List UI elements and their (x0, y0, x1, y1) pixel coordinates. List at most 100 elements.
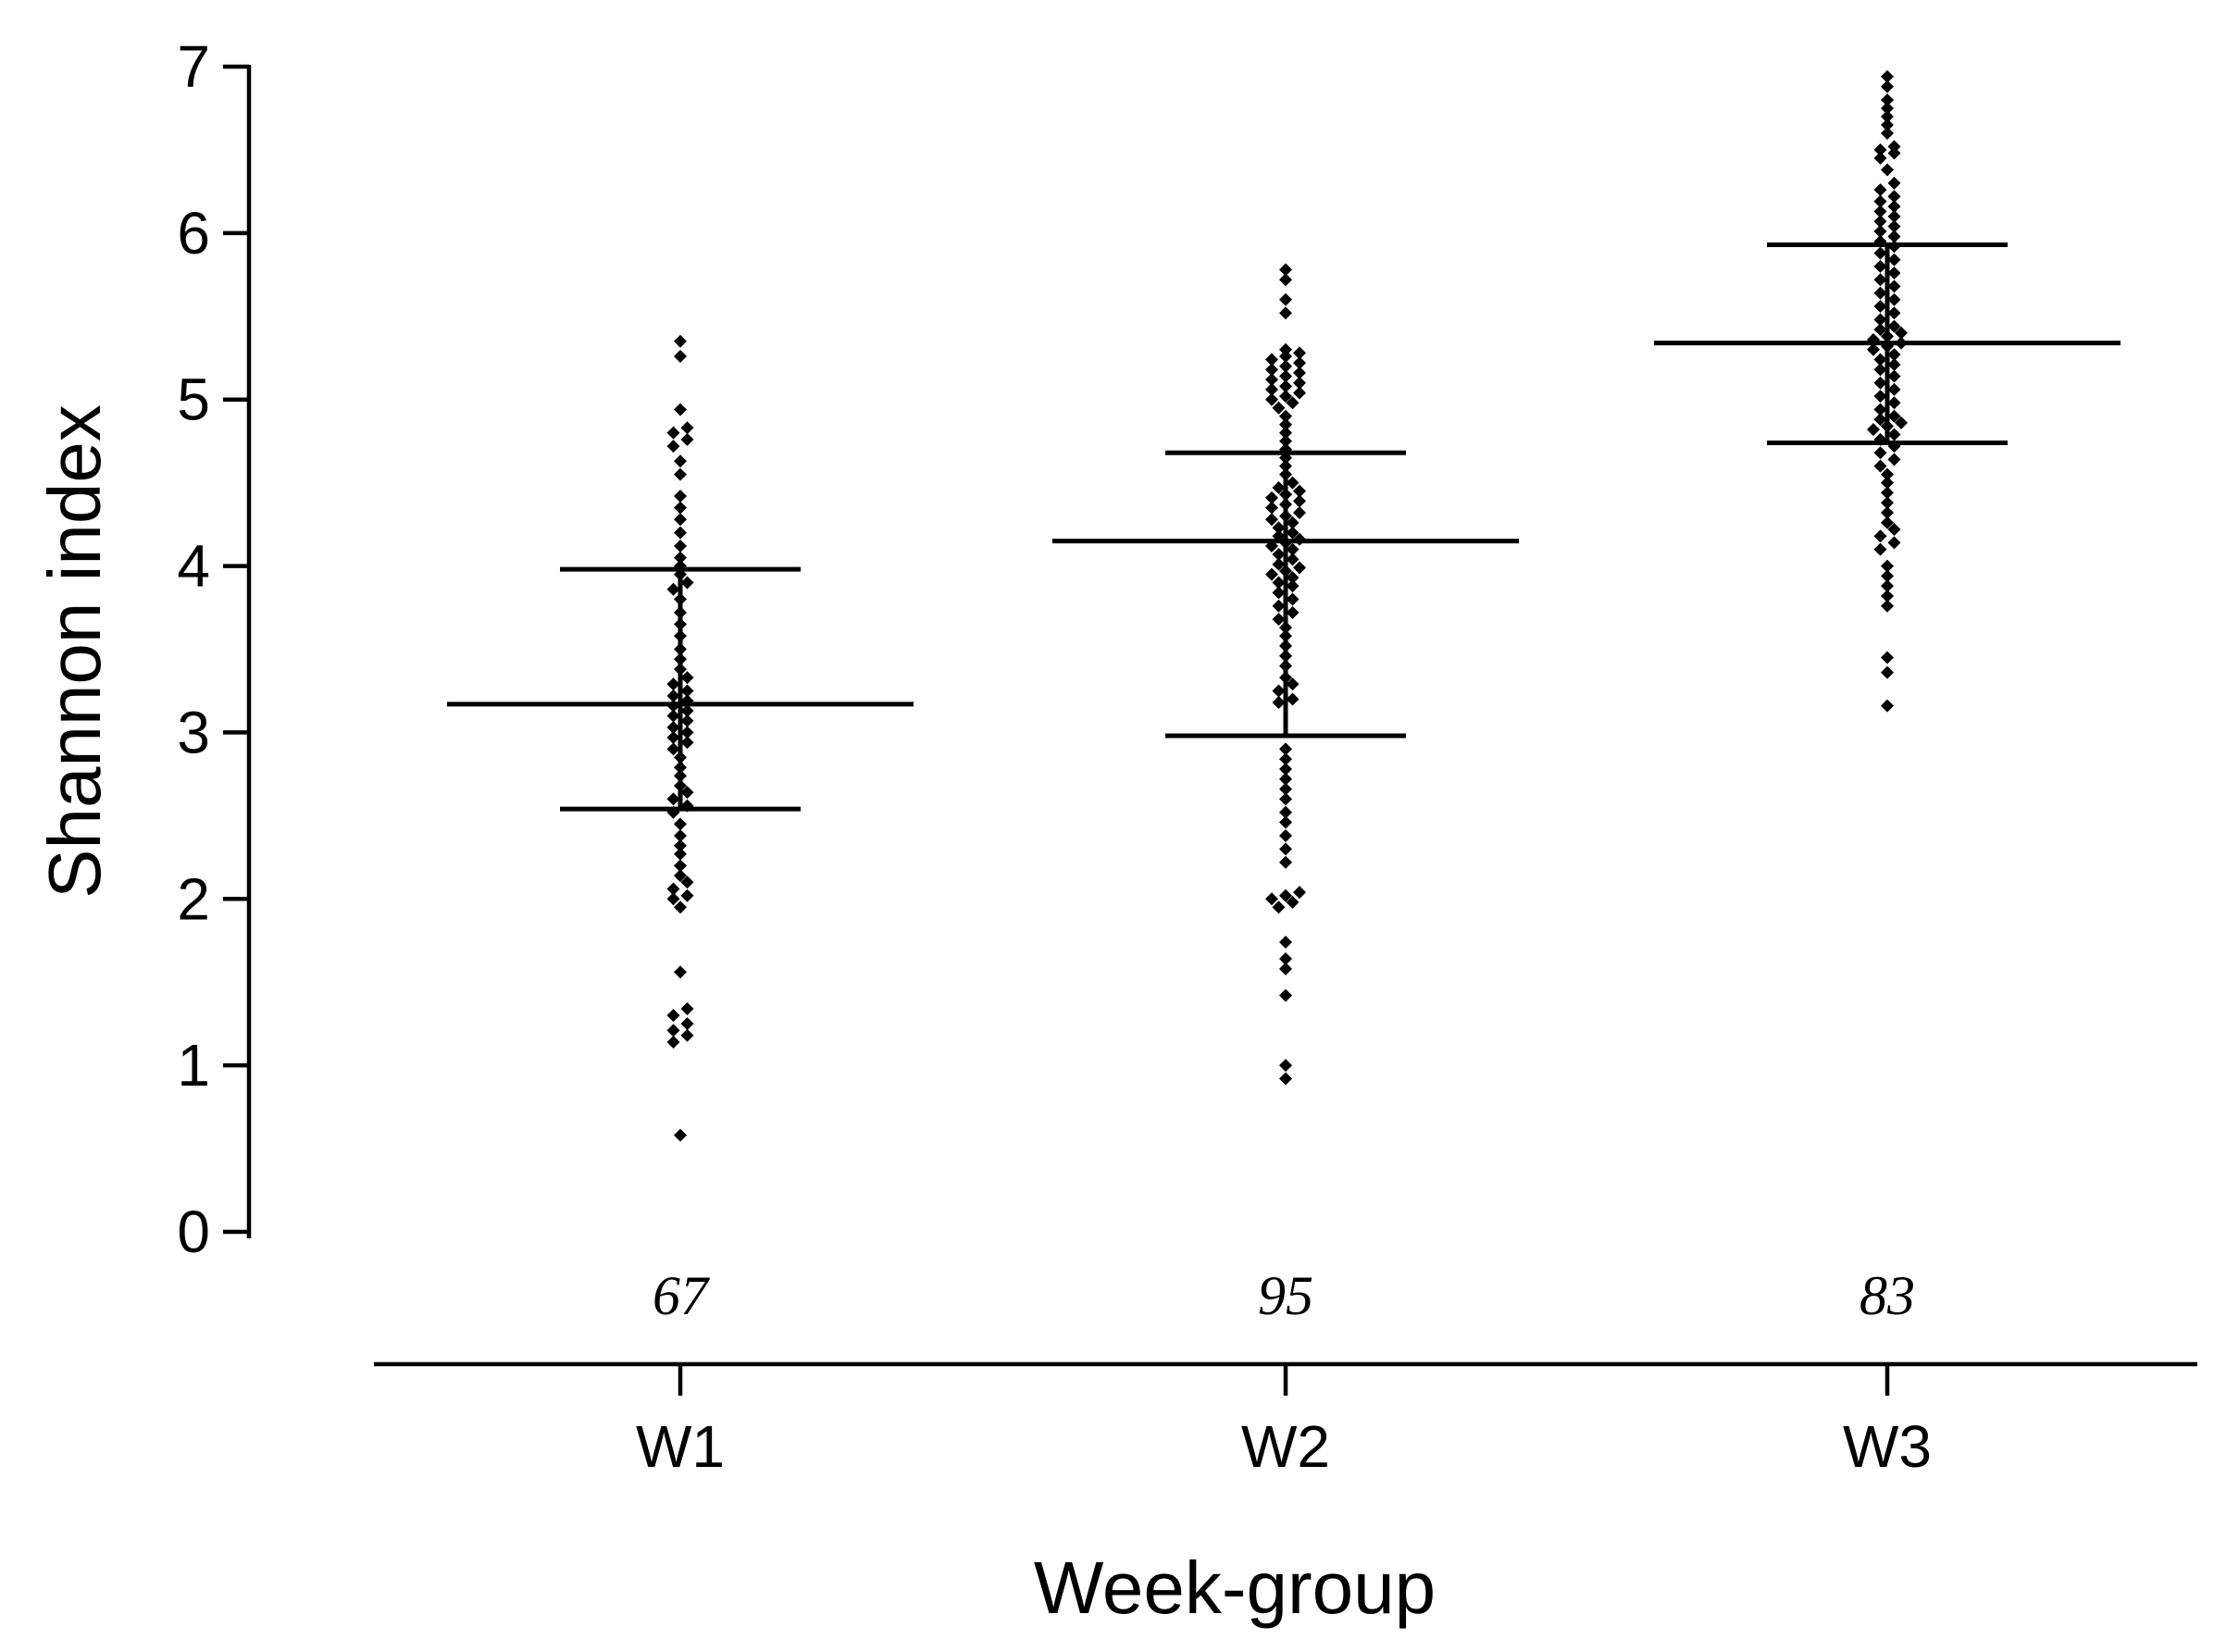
point-W3 (1873, 151, 1887, 165)
point-W2 (1279, 564, 1292, 578)
point-W2 (1265, 501, 1278, 515)
point-W3 (1881, 589, 1894, 602)
point-W2 (1286, 895, 1300, 909)
point-W1 (680, 726, 694, 739)
point-W1 (674, 828, 687, 842)
point-W1 (680, 1001, 694, 1015)
point-W3 (1881, 329, 1894, 343)
point-W1 (666, 892, 680, 906)
point-W1 (666, 1009, 680, 1023)
point-W2 (1279, 417, 1292, 431)
point-W1 (674, 817, 687, 831)
point-W2 (1279, 488, 1292, 502)
point-W3 (1873, 323, 1887, 337)
point-W1 (666, 805, 680, 819)
point-W2 (1279, 629, 1292, 643)
point-W3 (1873, 413, 1887, 427)
point-W1 (680, 714, 694, 727)
point-W1 (674, 551, 687, 565)
point-W1 (666, 1024, 680, 1037)
point-W2 (1279, 292, 1292, 306)
point-W1 (680, 1017, 694, 1031)
point-W1 (674, 454, 687, 468)
point-W3 (1873, 215, 1887, 229)
n-label-W2: 95 (1258, 1265, 1313, 1326)
point-W3 (1867, 332, 1880, 346)
point-W3 (1873, 183, 1887, 197)
point-W2 (1293, 346, 1306, 360)
point-W2 (1279, 369, 1292, 383)
point-W3 (1873, 363, 1887, 377)
point-W2 (1279, 379, 1292, 393)
point-W2 (1293, 386, 1306, 400)
point-W3 (1873, 259, 1887, 273)
point-W3 (1873, 299, 1887, 313)
point-W3 (1887, 200, 1901, 214)
point-W2 (1279, 434, 1292, 448)
point-W2 (1279, 752, 1292, 766)
point-W2 (1265, 513, 1278, 527)
point-W1 (680, 421, 694, 435)
y-tick-label-0: 0 (177, 1199, 210, 1265)
point-W3 (1895, 326, 1908, 340)
point-W2 (1293, 376, 1306, 390)
point-W1 (674, 501, 687, 515)
point-W3 (1881, 559, 1894, 573)
point-W1 (674, 965, 687, 979)
point-W1 (680, 432, 694, 446)
point-W2 (1272, 401, 1286, 415)
point-W3 (1867, 342, 1880, 356)
point-W2 (1279, 762, 1292, 776)
point-W2 (1279, 459, 1292, 473)
point-W2 (1272, 696, 1286, 710)
point-W3 (1881, 126, 1894, 140)
point-W2 (1265, 382, 1278, 396)
point-W1 (674, 629, 687, 643)
point-W3 (1887, 253, 1901, 267)
point-W1 (674, 859, 687, 873)
n-label-W1: 67 (653, 1265, 711, 1326)
point-W3 (1887, 267, 1901, 280)
y-ticks: 0 1 2 3 4 5 6 7 (177, 33, 249, 1265)
point-W3 (1881, 496, 1894, 510)
point-W1 (680, 684, 694, 698)
point-W3 (1881, 340, 1894, 354)
point-W1 (680, 736, 694, 750)
point-W2 (1279, 792, 1292, 806)
point-W3 (1873, 313, 1887, 327)
point-W2 (1272, 576, 1286, 590)
point-W1 (674, 592, 687, 606)
point-W2 (1279, 1072, 1292, 1086)
point-W2 (1286, 553, 1300, 566)
point-W1 (680, 704, 694, 718)
point-W1 (666, 699, 680, 713)
point-W2 (1279, 467, 1292, 481)
point-W3 (1881, 109, 1894, 123)
point-W1 (674, 403, 687, 416)
point-W1 (674, 761, 687, 775)
point-W1 (666, 440, 680, 453)
point-W1 (674, 642, 687, 656)
point-W1 (674, 869, 687, 883)
y-tick-label-5: 5 (177, 366, 210, 433)
point-W1 (674, 567, 687, 581)
point-W3 (1873, 403, 1887, 416)
point-W2 (1279, 390, 1292, 404)
point-W2 (1286, 692, 1300, 706)
point-W3 (1881, 599, 1894, 613)
group-sample-size-labels: 67 95 83 (653, 1265, 1915, 1326)
point-W2 (1293, 561, 1306, 575)
point-W2 (1265, 353, 1278, 366)
point-W2 (1279, 952, 1292, 966)
point-W2 (1265, 491, 1278, 504)
point-W3 (1881, 101, 1894, 115)
point-W3 (1881, 651, 1894, 665)
point-W3 (1881, 579, 1894, 593)
point-W2 (1265, 892, 1278, 906)
point-W3 (1873, 432, 1887, 446)
point-W3 (1887, 319, 1901, 333)
point-W2 (1272, 901, 1286, 914)
point-W1 (666, 709, 680, 723)
point-W2 (1265, 373, 1278, 387)
point-W3 (1887, 190, 1901, 204)
